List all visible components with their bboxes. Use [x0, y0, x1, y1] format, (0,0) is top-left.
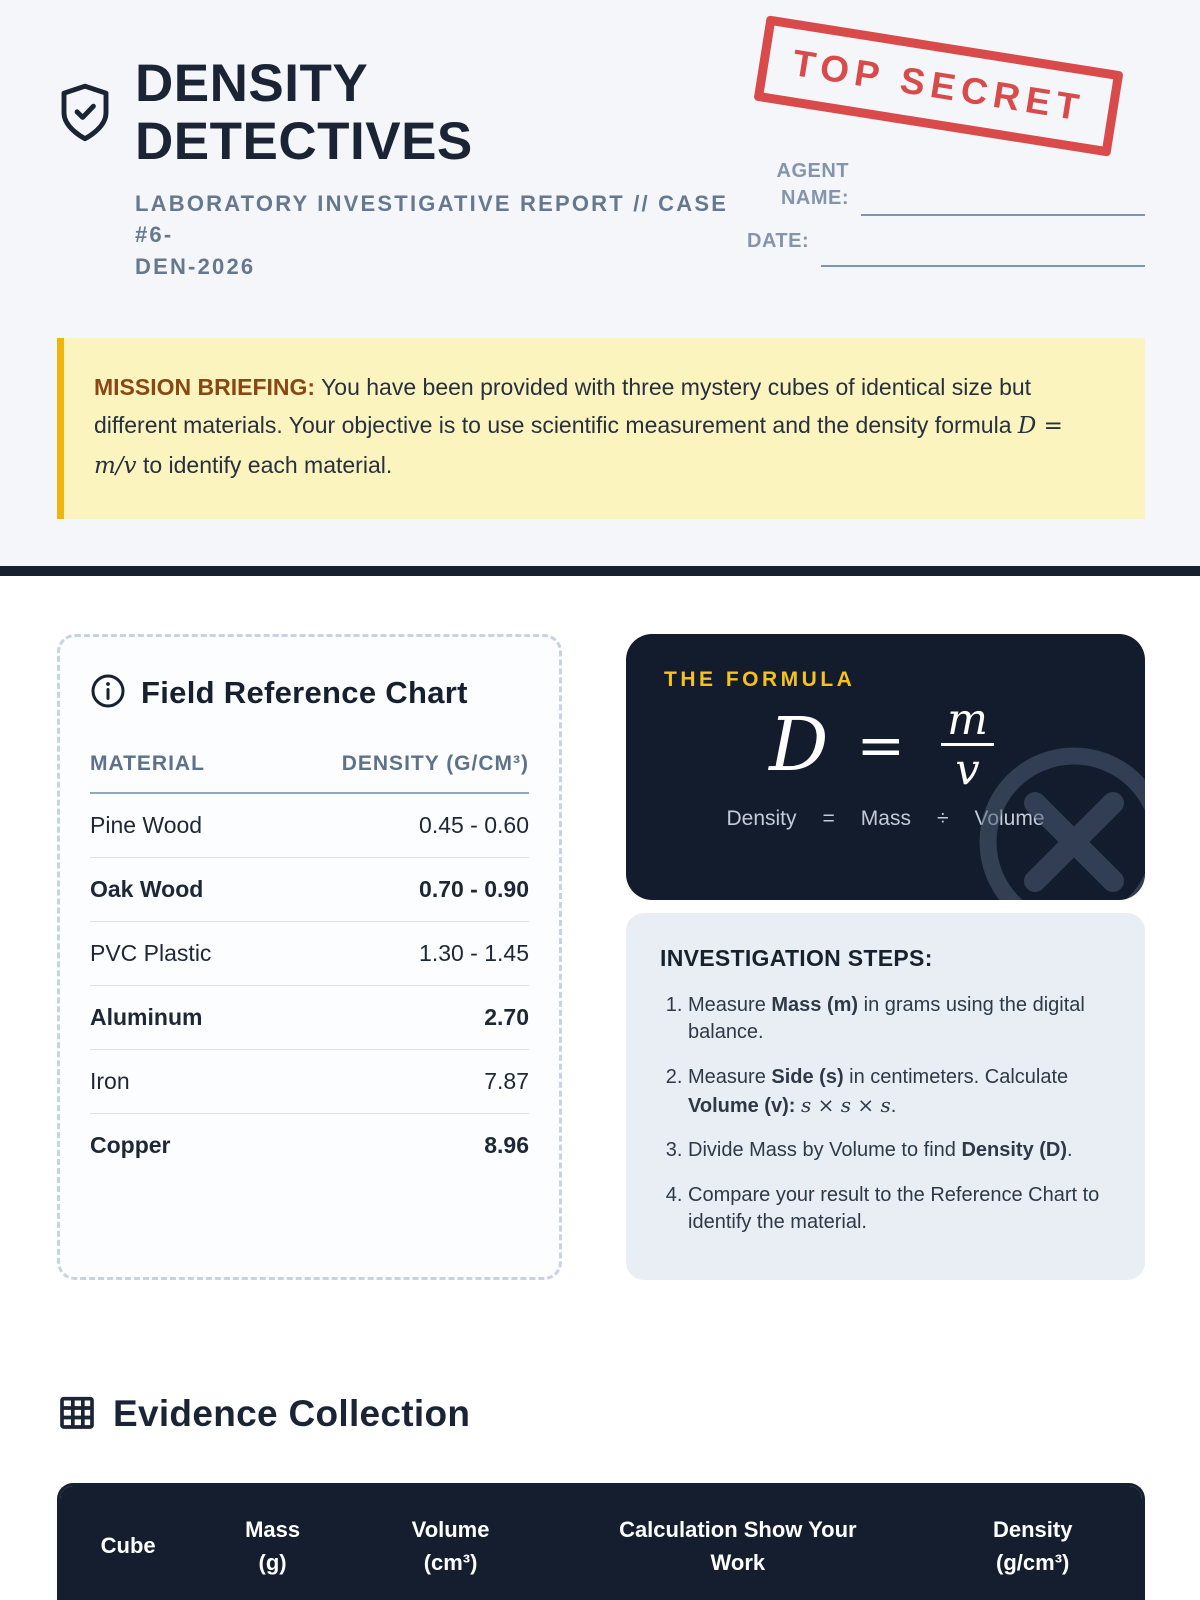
reference-row: Copper 8.96 — [90, 1113, 529, 1177]
mission-formula-inline: D = m/v — [94, 413, 1063, 479]
investigation-steps-box: INVESTIGATION STEPS: Measure Mass (m) in… — [626, 912, 1145, 1280]
material-cell: Oak Wood — [90, 857, 263, 922]
reference-row: Oak Wood 0.70 - 0.90 — [90, 857, 529, 922]
evidence-col-header: Mass (g) — [196, 1485, 349, 1600]
page-subtitle: LABORATORY INVESTIGATIVE REPORT // CASE … — [135, 190, 729, 280]
evidence-table: Cube Mass (g) Volume (cm³) Calculation Show Y… — [60, 1485, 1142, 1600]
reference-col-material: MATERIAL — [90, 751, 263, 794]
page-title: DENSITY DETECTIVES — [135, 54, 473, 172]
reference-chart-title: Field Reference Chart — [141, 675, 468, 711]
density-cell: 2.70 — [262, 985, 529, 1050]
mission-text-after: to identify each material. — [136, 451, 393, 478]
evidence-collection-title: Evidence Collection — [113, 1393, 471, 1435]
table-grid-icon — [57, 1392, 97, 1437]
field-reference-chart-card: Field Reference Chart MATERIAL DENSITY (… — [57, 633, 562, 1280]
top-secret-stamp: TOP SECRET — [753, 15, 1124, 157]
investigation-step: Compare your result to the Reference Cha… — [688, 1182, 1111, 1237]
mission-briefing-label: MISSION BRIEFING: — [94, 374, 316, 401]
title-block: DENSITY DETECTIVES LABORATORY INVESTIGAT… — [57, 54, 747, 283]
density-cell: 0.45 - 0.60 — [262, 792, 529, 858]
density-formula: D = m v — [664, 697, 1107, 793]
density-cell: 8.96 — [484, 1131, 529, 1158]
density-cell: 1.30 - 1.45 — [262, 921, 529, 986]
header-section: DENSITY DETECTIVES LABORATORY INVESTIGAT… — [0, 0, 1200, 566]
evidence-col-header: Density (g/cm³) — [923, 1485, 1142, 1600]
reference-table-body: Pine Wood 0.45 - 0.60 Oak Wood 0.70 - 0.90 P… — [90, 792, 529, 1177]
formula-card-label: THE FORMULA — [664, 667, 856, 691]
investigation-steps-list: Measure Mass (m) in grams using the digi… — [660, 992, 1111, 1237]
investigation-steps-title: INVESTIGATION STEPS: — [660, 944, 933, 971]
info-icon — [90, 673, 126, 714]
header-right: TOP SECRET AGENT NAME: DATE: — [747, 15, 1145, 283]
reference-col-density: DENSITY (G/CM³) — [262, 751, 529, 794]
material-cell: Aluminum — [90, 985, 263, 1050]
evidence-col-header: Cube — [60, 1485, 197, 1600]
section-divider — [0, 565, 1200, 576]
mission-text-before: You have been provided with three myster… — [94, 374, 1032, 439]
agent-name-label: AGENT NAME: — [776, 160, 849, 209]
reference-table: MATERIAL DENSITY (G/CM³) Pine Wood 0.45 -… — [90, 751, 529, 1177]
investigation-step: Measure Side (s) in centimeters. Calcula… — [688, 1064, 1111, 1120]
shield-check-icon — [57, 81, 113, 283]
density-cell: 7.87 — [262, 1049, 529, 1114]
material-cell: Pine Wood — [90, 792, 263, 858]
date-label: DATE: — [747, 230, 810, 252]
investigation-step: Measure Mass (m) in grams using the digi… — [688, 992, 1111, 1047]
circle-x-watermark-icon — [969, 737, 1145, 900]
reference-row: PVC Plastic 1.30 - 1.45 — [90, 921, 529, 986]
date-field[interactable] — [821, 249, 1145, 267]
agent-name-field[interactable] — [861, 198, 1145, 216]
reference-row: Iron 7.87 — [90, 1049, 529, 1114]
evidence-col-header: Volume (cm³) — [348, 1485, 553, 1600]
density-cell: 0.70 - 0.90 — [262, 857, 529, 922]
material-cell: PVC Plastic — [90, 921, 263, 986]
evidence-collection-section: Evidence Collection Cube Mass (g) Volume (cm… — [57, 1392, 1145, 1600]
evidence-col-header: Calculation Show Your Work — [552, 1485, 924, 1600]
material-cell: Iron — [90, 1049, 263, 1114]
main-section: Field Reference Chart MATERIAL DENSITY (… — [0, 575, 1200, 1600]
reference-row: Pine Wood 0.45 - 0.60 — [90, 792, 529, 858]
mission-briefing-box: MISSION BRIEFING: You have been provided … — [57, 338, 1145, 519]
formula-card: THE FORMULA D = m v Density = Mass ÷ Volume — [626, 633, 1145, 900]
material-cell: Copper — [90, 1131, 171, 1158]
reference-row: Aluminum 2.70 — [90, 985, 529, 1050]
investigation-step: Divide Mass by Volume to find Density (D… — [688, 1137, 1111, 1165]
evidence-header-row: Cube Mass (g) Volume (cm³) Calculation Show Y… — [60, 1485, 1142, 1600]
evidence-table-frame: Cube Mass (g) Volume (cm³) Calculation Show Y… — [57, 1482, 1145, 1600]
